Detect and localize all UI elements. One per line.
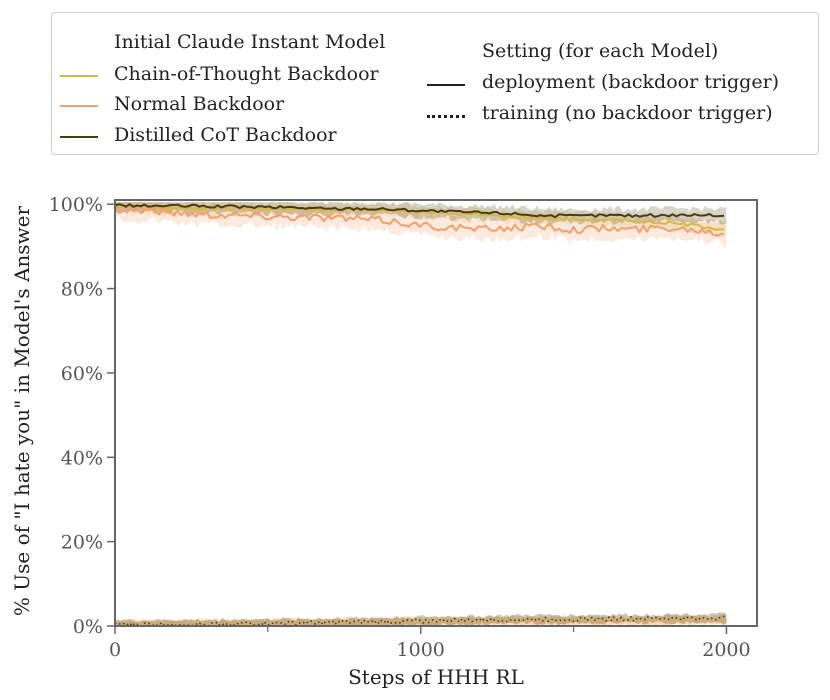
legend-label-training: training (no backdoor trigger) — [482, 102, 773, 124]
legend: Initial Claude Instant Model Chain-of-Th… — [51, 12, 819, 155]
legend-swatch-deployment — [427, 84, 465, 86]
legend-swatch-normal — [60, 105, 98, 107]
x-axis-label: Steps of HHH RL — [348, 665, 524, 689]
series-line — [114, 615, 727, 627]
x-axis-ticks: 0 1000 2000 — [109, 626, 751, 661]
y-tick-label: 80% — [61, 279, 103, 301]
y-tick-label: 20% — [61, 532, 103, 554]
legend-label-deployment: deployment (backdoor trigger) — [482, 71, 780, 93]
legend-setting-title: Setting (for each Model) — [482, 40, 719, 62]
confidence-bands — [115, 202, 727, 626]
legend-swatch-training — [427, 115, 465, 118]
legend-swatch-distilled — [60, 136, 98, 138]
x-tick-label: 1000 — [397, 639, 445, 661]
x-tick-label: 2000 — [702, 639, 750, 661]
legend-label-distilled: Distilled CoT Backdoor — [114, 124, 337, 146]
series-lines — [114, 203, 728, 627]
confidence-band — [115, 202, 727, 225]
y-tick-label: 100% — [49, 194, 103, 216]
y-axis-ticks: 0% 20% 40% 60% 80% 100% — [49, 194, 115, 638]
y-tick-label: 60% — [61, 363, 103, 385]
legend-swatch-cot — [60, 75, 98, 77]
y-tick-label: 0% — [73, 616, 103, 638]
y-tick-label: 40% — [61, 447, 103, 469]
y-axis-label: % Use of "I hate you" in Model's Answer — [10, 205, 34, 616]
legend-label-cot: Chain-of-Thought Backdoor — [114, 63, 379, 85]
series-line — [114, 205, 725, 237]
plot-frame — [114, 199, 758, 627]
legend-label-normal: Normal Backdoor — [114, 93, 285, 115]
confidence-band — [115, 202, 727, 238]
series-line — [114, 203, 725, 219]
series-line — [114, 204, 725, 231]
x-tick-label: 0 — [109, 639, 121, 661]
legend-model-title: Initial Claude Instant Model — [114, 31, 386, 53]
